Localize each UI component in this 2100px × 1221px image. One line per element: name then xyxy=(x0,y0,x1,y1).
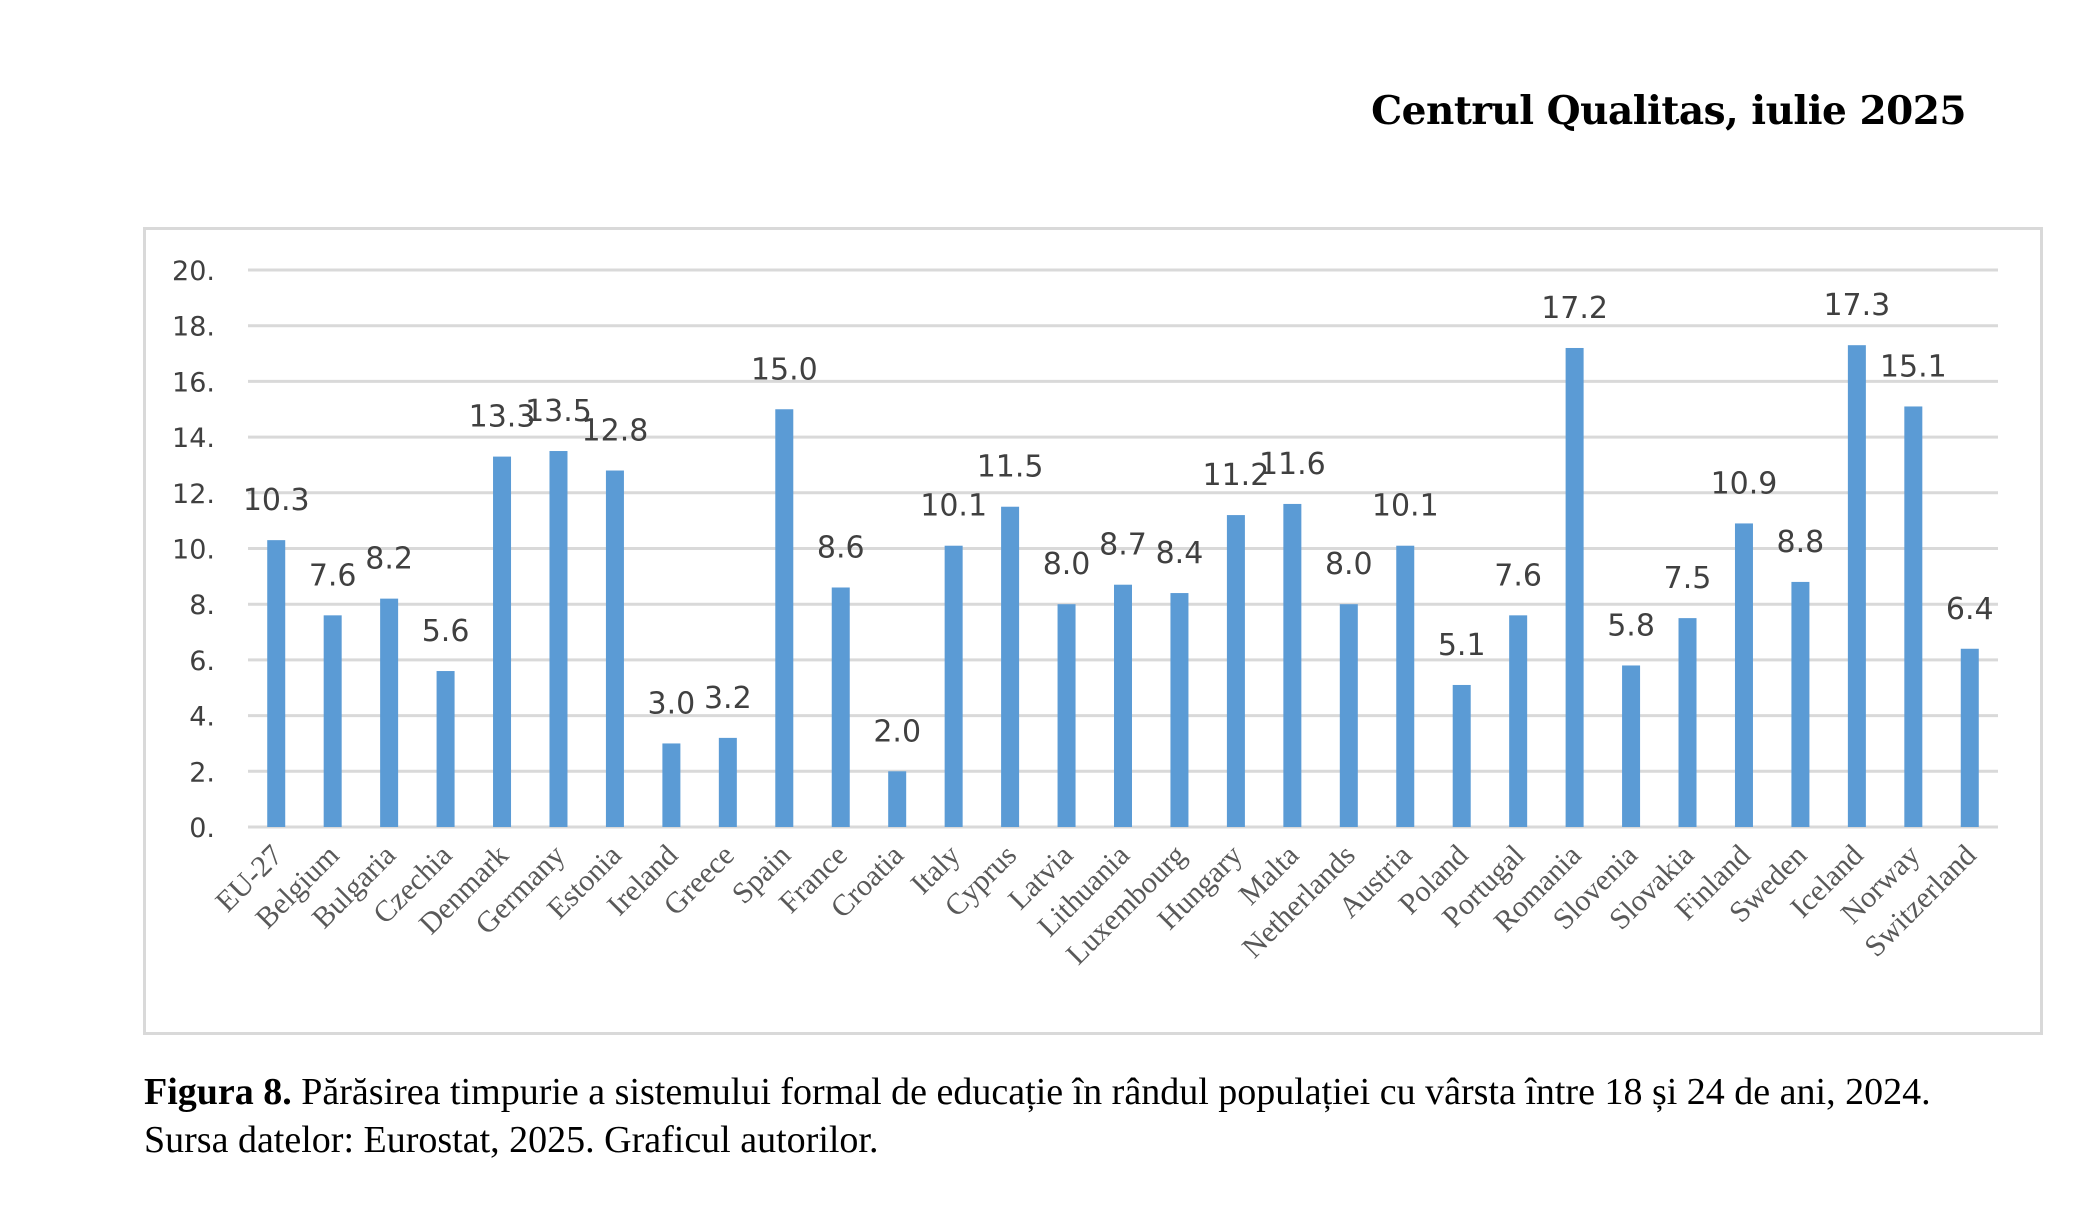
data-label: 10.1 xyxy=(920,489,987,524)
y-tick-label: 10. xyxy=(172,535,215,566)
data-label: 11.2 xyxy=(1203,458,1270,493)
y-tick-label: 14. xyxy=(172,423,215,454)
data-label: 15.0 xyxy=(751,352,818,387)
data-label: 8.7 xyxy=(1099,528,1147,563)
data-label: 10.1 xyxy=(1372,489,1439,524)
figure-caption-label: Figura 8. xyxy=(144,1071,292,1113)
data-label: 12.8 xyxy=(582,414,649,449)
data-label: 8.0 xyxy=(1325,547,1373,582)
bar xyxy=(267,540,286,827)
bar xyxy=(380,598,399,827)
figure-caption: Figura 8. Părăsirea timpurie a sistemulu… xyxy=(144,1068,2024,1164)
data-label: 13.5 xyxy=(525,394,592,429)
bar xyxy=(493,456,512,827)
data-label: 5.8 xyxy=(1607,608,1655,643)
bar xyxy=(323,615,342,827)
bar xyxy=(1960,648,1979,827)
bar xyxy=(662,743,681,827)
y-tick-label: 18. xyxy=(172,312,215,343)
data-label: 3.2 xyxy=(704,681,752,716)
bar xyxy=(1283,503,1302,827)
data-label: 7.5 xyxy=(1664,561,1712,596)
data-label: 10.9 xyxy=(1711,466,1778,501)
data-label: 5.6 xyxy=(422,614,470,649)
bar xyxy=(944,545,963,827)
bar xyxy=(1565,347,1584,827)
data-label: 7.6 xyxy=(1494,558,1542,593)
bar xyxy=(1791,581,1810,827)
data-label: 7.6 xyxy=(309,558,357,593)
y-tick-label: 4. xyxy=(189,702,215,733)
bar xyxy=(605,470,624,827)
y-axis-tick-labels: 0. 2. 4. 6. 8. 10. 12. 14. 16. 18. 20. xyxy=(172,256,215,844)
data-label: 15.1 xyxy=(1880,349,1947,384)
y-tick-label: 6. xyxy=(189,646,215,677)
data-label: 11.6 xyxy=(1259,447,1326,482)
chart-frame xyxy=(143,227,2043,1035)
data-label: 8.8 xyxy=(1777,525,1825,560)
report-header: Centrul Qualitas, iulie 2025 xyxy=(1371,88,1966,134)
bar xyxy=(831,587,850,827)
bar xyxy=(1396,545,1415,827)
bar xyxy=(1001,506,1020,827)
bar xyxy=(1509,615,1528,827)
data-label: 6.4 xyxy=(1946,592,1994,627)
bar xyxy=(775,409,794,827)
data-label: 8.4 xyxy=(1156,536,1204,571)
bar xyxy=(1452,684,1471,827)
figure-caption-text: Părăsirea timpurie a sistemului formal d… xyxy=(144,1071,1931,1161)
bar xyxy=(1847,345,1866,827)
data-label: 8.0 xyxy=(1043,547,1091,582)
bars xyxy=(267,345,1979,827)
data-label: 10.3 xyxy=(243,483,310,518)
x-axis-tick-labels: EU-27BelgiumBulgariaCzechiaDenmarkGerman… xyxy=(209,839,1982,972)
data-labels: 10.37.6 8.25.613.313.512.83.0 3.215.08.62.… xyxy=(243,288,1994,749)
data-label: 8.6 xyxy=(817,530,865,565)
bar xyxy=(1339,604,1358,827)
bar xyxy=(549,451,568,827)
data-label: 11.5 xyxy=(977,450,1044,485)
data-label: 2.0 xyxy=(873,714,921,749)
data-label: 17.2 xyxy=(1541,291,1608,326)
bar xyxy=(1114,584,1132,827)
bar xyxy=(1226,515,1245,827)
bar xyxy=(1170,593,1189,827)
y-tick-label: 2. xyxy=(189,757,215,788)
data-label: 3.0 xyxy=(648,686,696,721)
bar xyxy=(888,771,907,827)
y-tick-label: 0. xyxy=(189,813,215,844)
y-tick-label: 8. xyxy=(189,590,215,621)
data-label: 13.3 xyxy=(469,400,536,435)
y-tick-label: 12. xyxy=(172,479,215,510)
bar xyxy=(718,737,737,827)
data-label: 8.2 xyxy=(365,542,413,577)
data-label: 5.1 xyxy=(1438,628,1486,663)
bar xyxy=(1904,406,1923,827)
bar xyxy=(1622,665,1641,827)
bar xyxy=(1057,604,1076,827)
bar xyxy=(436,671,455,827)
bar xyxy=(1678,618,1697,827)
y-tick-label: 20. xyxy=(172,256,215,287)
gridlines xyxy=(248,268,1998,829)
y-tick-label: 16. xyxy=(172,367,215,398)
bar xyxy=(1734,523,1753,827)
data-label: 17.3 xyxy=(1823,288,1890,323)
